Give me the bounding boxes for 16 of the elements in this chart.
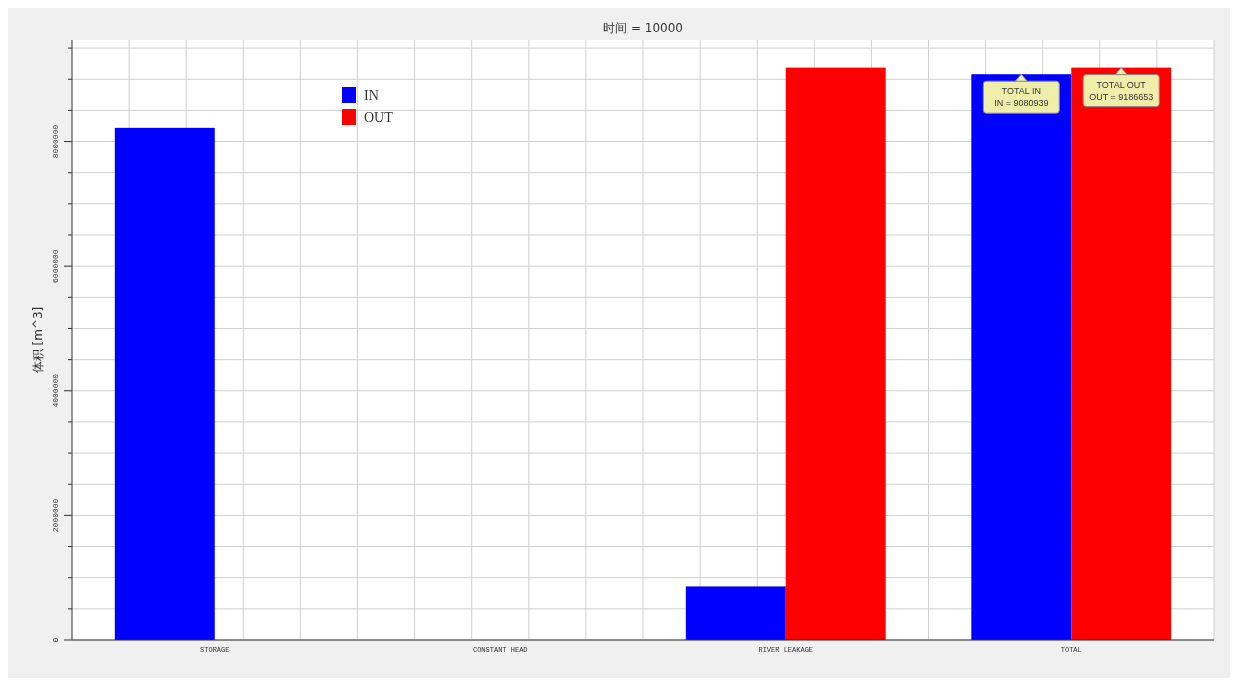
y-tick-label: 8000000 bbox=[51, 124, 60, 159]
y-tick-label: 6000000 bbox=[51, 249, 60, 283]
bar bbox=[685, 586, 786, 640]
y-tick-label: 2000000 bbox=[51, 498, 60, 533]
legend-label: IN bbox=[364, 88, 379, 103]
legend-label: OUT bbox=[364, 110, 394, 125]
annotation: TOTAL OUT OUT = 9186653 bbox=[1089, 79, 1154, 102]
y-tick-label: 0 bbox=[51, 637, 60, 643]
bar bbox=[971, 74, 1072, 640]
bar bbox=[114, 127, 215, 640]
y-axis-title: 体积 [m^3] bbox=[31, 306, 45, 374]
annotation: TOTAL IN IN = 9080939 bbox=[994, 86, 1049, 109]
chart-title: 时间 = 10000 bbox=[603, 21, 683, 35]
bar bbox=[1071, 67, 1172, 640]
bar bbox=[785, 67, 886, 640]
y-tick-label: 4000000 bbox=[51, 373, 60, 408]
